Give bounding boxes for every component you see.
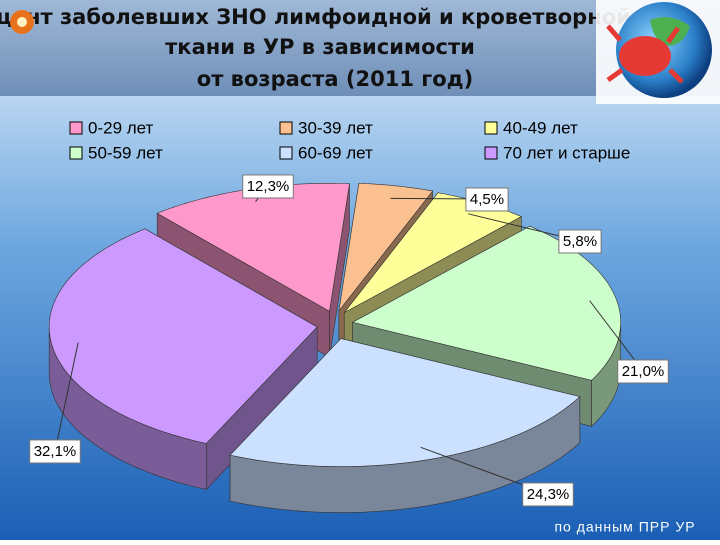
data-labels: 12,3% 4,5% 5,8% 21,0% 24,3% 32,1% [29, 174, 669, 507]
small-logo [10, 10, 34, 34]
legend-swatch [279, 121, 293, 135]
legend-swatch [279, 146, 293, 160]
label-box [465, 187, 509, 212]
source-note: по данным ПРР УР [554, 519, 695, 535]
leader-line [54, 342, 79, 452]
title-line: Процент заболевших ЗНО лимфоидной и кров… [0, 5, 631, 29]
label-box [558, 229, 602, 254]
legend-label: 0-29 лет [88, 118, 154, 137]
slice [229, 338, 581, 467]
data-label: 24,3% [527, 486, 570, 503]
slice [48, 228, 318, 444]
legend: 0-29 лет 30-39 лет 40-49 лет 50-59 лет 60-69… [69, 118, 630, 162]
legend-label: 30-39 лет [298, 118, 373, 137]
title: Процент заболевших ЗНО лимфоидной и кров… [0, 5, 631, 91]
label-box [617, 359, 669, 384]
label-box [29, 439, 81, 464]
data-label: 21,0% [622, 363, 665, 380]
data-label: 4,5% [470, 191, 504, 208]
title-line: ткани в УР в зависимости [165, 35, 475, 59]
leader-line [589, 300, 644, 372]
legend-label: 60-69 лет [298, 143, 373, 162]
title-line: от возраста (2011 год) [197, 67, 473, 91]
legend-swatch [69, 146, 83, 160]
legend-label: 40-49 лет [503, 118, 578, 137]
legend-label: 50-59 лет [88, 143, 163, 162]
legend-swatch [69, 121, 83, 135]
legend-swatch [484, 121, 498, 135]
label-box [522, 482, 574, 507]
label-box [242, 174, 294, 199]
pie [48, 182, 621, 513]
data-label: 32,1% [34, 443, 77, 460]
legend-swatch [484, 146, 498, 160]
logo [596, 0, 720, 104]
legend-label: 70 лет и старше [503, 143, 630, 162]
slice [338, 182, 434, 313]
data-label: 12,3% [247, 178, 290, 195]
data-label: 5,8% [563, 233, 597, 250]
